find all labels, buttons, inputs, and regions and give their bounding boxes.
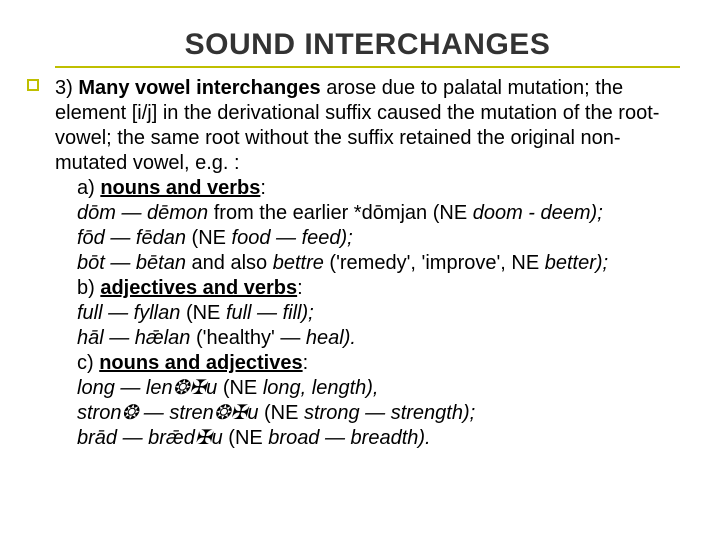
- slide: SOUND INTERCHANGES 3) Many vowel interch…: [0, 0, 720, 540]
- line-a2: fōd — fēdan (NE food — feed);: [55, 226, 680, 251]
- line-b2: hāl — hǣlan ('healthy' — heal).: [55, 326, 680, 351]
- line-a1: dōm — dēmon from the earlier *dōmjan (NE…: [55, 201, 680, 226]
- line-c2: stron❂ — stren❂✠u (NE strong — strength)…: [55, 401, 680, 426]
- line-c3: brād — brǣd✠u (NE broad — breadth).: [55, 426, 680, 451]
- line-b1: full — fyllan (NE full — fill);: [55, 301, 680, 326]
- line-intro: 3) Many vowel interchanges arose due to …: [55, 76, 680, 176]
- line-c1: long — len❂✠u (NE long, length),: [55, 376, 680, 401]
- line-b-heading: b) adjectives and verbs:: [55, 276, 680, 301]
- bullet-marker: [27, 79, 39, 91]
- line-c-heading: c) nouns and adjectives:: [55, 351, 680, 376]
- line-a3: bōt — bētan and also bettre ('remedy', '…: [55, 251, 680, 276]
- slide-content: 3) Many vowel interchanges arose due to …: [55, 76, 680, 451]
- line-a-heading: a) nouns and verbs:: [55, 176, 680, 201]
- title-underline: [55, 66, 680, 68]
- slide-title: SOUND INTERCHANGES: [55, 28, 680, 62]
